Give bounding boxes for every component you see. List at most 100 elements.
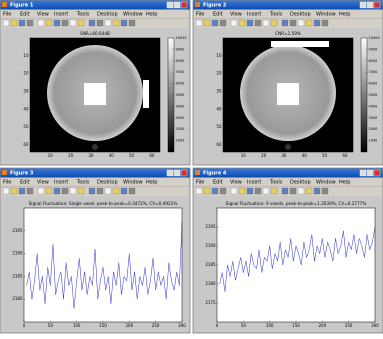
menu-item[interactable]: Tools: [76, 180, 90, 186]
menu-item[interactable]: Window: [123, 180, 143, 186]
menu-item[interactable]: Window: [316, 12, 336, 18]
toolbar-icon[interactable]: [255, 188, 261, 194]
menu-item[interactable]: Help: [146, 180, 157, 186]
toolbar-icon[interactable]: [306, 20, 312, 26]
toolbar-icon[interactable]: [129, 20, 135, 26]
toolbar-icon[interactable]: [3, 188, 9, 194]
toolbar-icon[interactable]: [38, 188, 44, 194]
menu-item[interactable]: File: [3, 12, 11, 18]
menu-item[interactable]: Help: [146, 12, 157, 18]
menu-item[interactable]: File: [196, 180, 204, 186]
toolbar-icon[interactable]: [38, 20, 44, 26]
toolbar-icon[interactable]: [105, 20, 111, 26]
window-button[interactable]: [181, 2, 187, 8]
menu-item[interactable]: Tools: [269, 12, 283, 18]
menu-item[interactable]: Help: [339, 12, 350, 18]
menu-item[interactable]: Tools: [269, 180, 283, 186]
toolbar-icon[interactable]: [212, 188, 218, 194]
toolbar-icon[interactable]: [290, 20, 296, 26]
menu-item[interactable]: Insert: [247, 12, 261, 18]
menu-item[interactable]: File: [3, 180, 11, 186]
menu-item[interactable]: Desktop: [97, 12, 118, 18]
window-button[interactable]: [367, 2, 373, 8]
toolbar-icon[interactable]: [27, 20, 33, 26]
window-button[interactable]: [167, 2, 173, 8]
toolbar-icon[interactable]: [322, 20, 328, 26]
toolbar-icon[interactable]: [70, 188, 76, 194]
window-button[interactable]: [374, 2, 380, 8]
toolbar-icon[interactable]: [282, 20, 288, 26]
menu-item[interactable]: Window: [123, 12, 143, 18]
toolbar-icon[interactable]: [314, 188, 320, 194]
toolbar-icon[interactable]: [314, 20, 320, 26]
toolbar-icon[interactable]: [3, 20, 9, 26]
toolbar-icon[interactable]: [54, 20, 60, 26]
toolbar-icon[interactable]: [62, 20, 68, 26]
window-button[interactable]: [174, 2, 180, 8]
menu-item[interactable]: View: [37, 180, 49, 186]
menu-item[interactable]: View: [230, 12, 242, 18]
toolbar-icon[interactable]: [11, 20, 17, 26]
toolbar-icon[interactable]: [46, 20, 52, 26]
toolbar-icon[interactable]: [322, 188, 328, 194]
toolbar-icon[interactable]: [19, 20, 25, 26]
toolbar-icon[interactable]: [121, 20, 127, 26]
toolbar-icon[interactable]: [27, 188, 33, 194]
toolbar-icon[interactable]: [306, 188, 312, 194]
toolbar-icon[interactable]: [263, 188, 269, 194]
toolbar-icon[interactable]: [282, 188, 288, 194]
menu-item[interactable]: Edit: [20, 180, 30, 186]
toolbar-icon[interactable]: [78, 20, 84, 26]
menu-item[interactable]: Help: [339, 180, 350, 186]
menu-item[interactable]: Insert: [54, 180, 68, 186]
menu-item[interactable]: Window: [316, 180, 336, 186]
toolbar-icon[interactable]: [196, 20, 202, 26]
toolbar-icon[interactable]: [89, 20, 95, 26]
toolbar-icon[interactable]: [220, 188, 226, 194]
toolbar-icon[interactable]: [263, 20, 269, 26]
toolbar-icon[interactable]: [204, 188, 210, 194]
toolbar-icon[interactable]: [46, 188, 52, 194]
toolbar-icon[interactable]: [231, 20, 237, 26]
toolbar-icon[interactable]: [255, 20, 261, 26]
window-button[interactable]: [360, 2, 366, 8]
window-button[interactable]: [374, 170, 380, 176]
toolbar-icon[interactable]: [78, 188, 84, 194]
toolbar-icon[interactable]: [113, 20, 119, 26]
toolbar-icon[interactable]: [121, 188, 127, 194]
toolbar-icon[interactable]: [298, 188, 304, 194]
toolbar-icon[interactable]: [97, 188, 103, 194]
toolbar-icon[interactable]: [97, 20, 103, 26]
toolbar-icon[interactable]: [196, 188, 202, 194]
menu-item[interactable]: View: [230, 180, 242, 186]
toolbar-icon[interactable]: [19, 188, 25, 194]
menu-item[interactable]: Edit: [20, 12, 30, 18]
menu-item[interactable]: View: [37, 12, 49, 18]
toolbar-icon[interactable]: [129, 188, 135, 194]
menu-item[interactable]: Edit: [213, 12, 223, 18]
toolbar-icon[interactable]: [290, 188, 296, 194]
toolbar-icon[interactable]: [212, 20, 218, 26]
toolbar-icon[interactable]: [298, 20, 304, 26]
window-button[interactable]: [181, 170, 187, 176]
toolbar-icon[interactable]: [271, 188, 277, 194]
window-button[interactable]: [174, 170, 180, 176]
menu-item[interactable]: Insert: [247, 180, 261, 186]
toolbar-icon[interactable]: [271, 20, 277, 26]
menu-item[interactable]: File: [196, 12, 204, 18]
toolbar-icon[interactable]: [239, 20, 245, 26]
menu-item[interactable]: Edit: [213, 180, 223, 186]
toolbar-icon[interactable]: [231, 188, 237, 194]
window-button[interactable]: [367, 170, 373, 176]
toolbar-icon[interactable]: [220, 20, 226, 26]
toolbar-icon[interactable]: [113, 188, 119, 194]
toolbar-icon[interactable]: [11, 188, 17, 194]
toolbar-icon[interactable]: [247, 20, 253, 26]
menu-item[interactable]: Desktop: [290, 180, 311, 186]
toolbar-icon[interactable]: [247, 188, 253, 194]
toolbar-icon[interactable]: [70, 20, 76, 26]
menu-item[interactable]: Insert: [54, 12, 68, 18]
menu-item[interactable]: Desktop: [290, 12, 311, 18]
toolbar-icon[interactable]: [105, 188, 111, 194]
menu-item[interactable]: Desktop: [97, 180, 118, 186]
